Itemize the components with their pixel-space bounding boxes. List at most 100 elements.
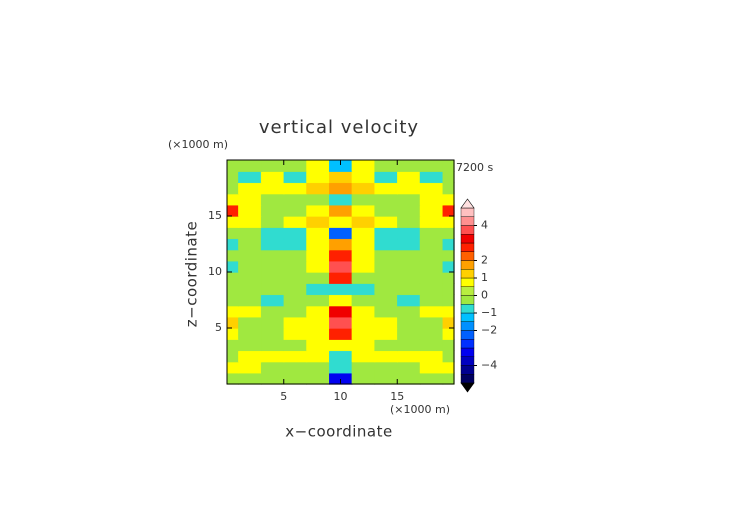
contour-cell <box>306 339 330 352</box>
contour-cell <box>328 215 353 228</box>
contour-cell <box>419 327 444 340</box>
contour-cell <box>328 327 353 340</box>
contour-cell <box>226 238 239 251</box>
contour-cell <box>397 372 421 385</box>
contour-cell <box>226 339 239 352</box>
colorbar-extend-low <box>460 382 475 393</box>
y-tick-label: 5 <box>215 321 222 334</box>
contour-cell <box>351 182 376 195</box>
contour-cell <box>238 182 262 195</box>
x-axis-label: x−coordinate <box>285 423 392 441</box>
contour-cell <box>226 271 239 284</box>
contour-cell <box>374 215 398 228</box>
contour-cell <box>442 327 455 340</box>
contour-cell <box>442 372 455 385</box>
contour-cell <box>419 238 444 251</box>
contour-cell <box>397 305 421 318</box>
contour-cell <box>226 182 239 195</box>
contour-cell <box>397 361 421 374</box>
contour-cell <box>283 204 308 217</box>
chart-title: vertical velocity <box>259 117 419 138</box>
contour-cell <box>283 271 308 284</box>
contour-cell <box>442 361 455 374</box>
contour-cell <box>351 227 376 240</box>
contour-cell <box>419 171 444 184</box>
colorbar-band <box>460 356 475 366</box>
contour-cell <box>306 238 330 251</box>
colorbar-tick-label: 1 <box>481 271 488 284</box>
contour-cell <box>306 171 330 184</box>
contour-cell <box>442 215 455 228</box>
contour-cell <box>306 249 330 262</box>
contour-cell <box>226 193 239 206</box>
contour-cell <box>374 193 398 206</box>
contour-cell <box>442 316 455 329</box>
contour-cell <box>442 227 455 240</box>
colorbar-band <box>460 260 475 270</box>
x-tick-label: 15 <box>390 390 404 403</box>
contour-cell <box>374 339 398 352</box>
contour-cell <box>397 316 421 329</box>
contour-cell <box>238 227 262 240</box>
contour-cell <box>351 249 376 262</box>
contour-cell <box>351 316 376 329</box>
contour-cell <box>283 339 308 352</box>
contour-cell <box>397 204 421 217</box>
contour-cell <box>238 204 262 217</box>
contour-cell <box>238 350 262 363</box>
contour-cell <box>238 159 262 172</box>
contour-cell <box>397 227 421 240</box>
contour-cell <box>374 372 398 385</box>
contour-cell <box>328 260 353 273</box>
colorbar-band <box>460 304 475 314</box>
x-unit-label: (×1000 m) <box>390 403 450 416</box>
contour-cell <box>351 193 376 206</box>
contour-cell <box>374 171 398 184</box>
contour-cell <box>351 260 376 273</box>
contour-cell <box>283 249 308 262</box>
contour-cell <box>374 260 398 273</box>
contour-cell <box>260 294 285 307</box>
contour-cell <box>283 327 308 340</box>
contour-cell <box>306 227 330 240</box>
contour-cell <box>260 305 285 318</box>
contour-cell <box>306 372 330 385</box>
contour-cell <box>328 204 353 217</box>
contour-cell <box>374 361 398 374</box>
contour-cell <box>442 238 455 251</box>
contour-cell <box>260 182 285 195</box>
contour-cell <box>238 271 262 284</box>
colorbar-band <box>460 347 475 357</box>
contour-cell <box>306 159 330 172</box>
contour-cell <box>419 305 444 318</box>
contour-cell <box>351 159 376 172</box>
contour-cell <box>328 249 353 262</box>
contour-cell <box>283 193 308 206</box>
contour-cell <box>351 372 376 385</box>
colorbar-tick-label: 4 <box>481 219 488 232</box>
contour-cell <box>260 283 285 296</box>
colorbar-band <box>460 225 475 235</box>
contour-cell <box>374 327 398 340</box>
contour-cell <box>397 171 421 184</box>
contour-cell <box>442 339 455 352</box>
contour-cell <box>306 316 330 329</box>
contour-cell <box>238 249 262 262</box>
contour-cell <box>351 204 376 217</box>
contour-cell <box>351 271 376 284</box>
contour-cell <box>351 294 376 307</box>
contour-cell <box>397 350 421 363</box>
contour-cell <box>226 316 239 329</box>
contour-cell <box>283 316 308 329</box>
contour-cell <box>419 260 444 273</box>
contour-cell <box>226 305 239 318</box>
contour-cell <box>351 350 376 363</box>
contour-cell <box>419 283 444 296</box>
contour-cell <box>260 238 285 251</box>
contour-cell <box>328 271 353 284</box>
colorbar-tick-label: −4 <box>481 359 497 372</box>
contour-cell <box>374 294 398 307</box>
contour-cell <box>442 294 455 307</box>
